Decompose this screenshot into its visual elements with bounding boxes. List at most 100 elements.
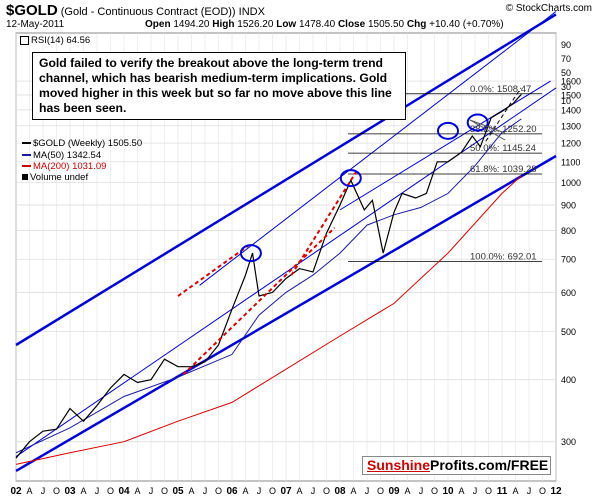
low-value: 1478.40 bbox=[299, 19, 336, 30]
x-tick-label: J bbox=[257, 486, 262, 496]
x-tick-label: J bbox=[311, 486, 316, 496]
legend-volume-swatch bbox=[22, 174, 28, 181]
highlight-circle bbox=[466, 113, 489, 132]
x-tick-label: J bbox=[419, 486, 424, 496]
y-tick-label: 500 bbox=[561, 327, 576, 337]
low-label: Low bbox=[276, 19, 297, 30]
x-tick-label: O bbox=[377, 486, 384, 496]
x-tick-label: O bbox=[323, 486, 330, 496]
price-line bbox=[15, 93, 522, 459]
high-label: High bbox=[212, 19, 235, 30]
highlight-circles bbox=[239, 113, 489, 263]
rsi-swatch bbox=[20, 35, 29, 45]
annotation-box: Gold failed to verify the breakout above… bbox=[32, 52, 406, 120]
fib-label: 38.2%: 1252.20 bbox=[470, 124, 537, 135]
symbol-description: (Gold - Continuous Contract (EOD)) INDX bbox=[60, 6, 265, 18]
y-tick-label: 1000 bbox=[561, 178, 581, 188]
legend-ma200: MA(200) 1031.09 bbox=[22, 161, 106, 172]
annotation-pointer-2 bbox=[469, 119, 506, 134]
y-tick-label: 1600 bbox=[561, 77, 581, 87]
x-tick-label: A bbox=[512, 486, 518, 496]
x-tick-label: J bbox=[473, 486, 478, 496]
rsi-label-text: RSI(14) 64.56 bbox=[31, 35, 91, 46]
y-tick-label: 1400 bbox=[561, 105, 581, 115]
y-tick-label: 1500 bbox=[561, 90, 581, 100]
x-tick-label: A bbox=[296, 486, 302, 496]
x-tick-label: O bbox=[161, 486, 168, 496]
channel-line bbox=[339, 80, 551, 211]
legend-volume: Volume undef bbox=[22, 172, 88, 183]
legend-ma200-swatch bbox=[22, 165, 31, 168]
dashed-trendline bbox=[290, 171, 358, 276]
y-tick-label: 1200 bbox=[561, 139, 581, 149]
legend-gold: $GOLD (Weekly) 1505.50 bbox=[22, 138, 142, 149]
copyright-label: © StockCharts.com bbox=[505, 3, 592, 14]
x-tick-label: J bbox=[203, 486, 208, 496]
fib-label: 50.0%: 1145.24 bbox=[470, 143, 536, 154]
chg-value: +10.40 (+0.70%) bbox=[429, 19, 504, 30]
x-tick-label: A bbox=[80, 486, 86, 496]
x-tick-label: 06 bbox=[226, 486, 238, 497]
rsi-tick-label: 10 bbox=[561, 96, 571, 106]
y-axis-ticks: 1600 1500 1400 1300 1200 1100 1000 900 800 700 600… bbox=[561, 77, 581, 448]
x-tick-label: O bbox=[53, 486, 60, 496]
x-tick-label: 03 bbox=[64, 486, 76, 497]
x-tick-label: O bbox=[539, 486, 546, 496]
x-tick-label: 08 bbox=[334, 486, 346, 497]
x-tick-label: 10 bbox=[442, 486, 454, 497]
x-tick-label: J bbox=[527, 486, 532, 496]
close-label: Close bbox=[337, 19, 366, 30]
x-tick-label: A bbox=[458, 486, 464, 496]
highlight-circle bbox=[339, 169, 362, 188]
channel-line bbox=[15, 87, 557, 457]
watermark-part1: Sunshine bbox=[367, 457, 431, 473]
dashed-trendline bbox=[182, 227, 336, 376]
x-tick-label: J bbox=[41, 486, 46, 496]
fibonacci-levels: 0.0%: 1508.47 38.2%: 1252.20 50.0%: 1145.2… bbox=[348, 84, 542, 263]
rsi-axis-ticks: 90 70 50 30 10 bbox=[561, 40, 571, 106]
x-tick-label: A bbox=[404, 486, 410, 496]
channel-line bbox=[199, 11, 557, 286]
ohlc-readout: Open 1494.20 High 1526.20 Low 1478.40 Cl… bbox=[145, 19, 504, 30]
open-value: 1494.20 bbox=[173, 19, 210, 30]
x-tick-label: A bbox=[134, 486, 140, 496]
price-series bbox=[15, 93, 522, 459]
dashed-trendline bbox=[177, 244, 249, 297]
open-label: Open bbox=[145, 19, 171, 30]
legend-gold-swatch bbox=[22, 142, 31, 145]
rsi-label: RSI(14) 64.56 bbox=[20, 35, 90, 46]
x-tick-label: 09 bbox=[388, 486, 400, 497]
y-tick-label: 1300 bbox=[561, 121, 581, 131]
channel-line bbox=[15, 154, 557, 472]
channel-line bbox=[15, 13, 557, 347]
close-value: 1505.50 bbox=[367, 19, 405, 30]
x-tick-label: 04 bbox=[118, 486, 130, 497]
y-tick-label: 700 bbox=[561, 255, 576, 265]
ma50-line bbox=[15, 118, 522, 454]
fib-label: 100.0%: 692.01 bbox=[470, 252, 537, 263]
x-tick-label: A bbox=[242, 486, 248, 496]
x-tick-label: A bbox=[188, 486, 194, 496]
x-tick-label: O bbox=[431, 486, 438, 496]
x-tick-label: 07 bbox=[280, 486, 292, 497]
x-tick-label: J bbox=[365, 486, 370, 496]
ma200-line bbox=[15, 175, 522, 465]
symbol: $GOLD bbox=[6, 2, 58, 19]
x-tick-label: A bbox=[26, 486, 32, 496]
x-tick-label: 11 bbox=[497, 486, 508, 497]
moving-averages bbox=[15, 118, 522, 465]
x-tick-label: O bbox=[107, 486, 114, 496]
sunshine-profits-link[interactable]: SunshineProfits.com/FREE bbox=[362, 456, 551, 475]
highlight-circle bbox=[437, 121, 459, 140]
fib-label: 61.8%: 1039.28 bbox=[470, 164, 537, 175]
chart-title: $GOLD (Gold - Continuous Contract (EOD))… bbox=[6, 2, 265, 19]
x-tick-label: J bbox=[149, 486, 154, 496]
fib-label: 0.0%: 1508.47 bbox=[470, 84, 531, 95]
x-tick-label: 05 bbox=[172, 486, 184, 497]
annotation-pointer bbox=[469, 119, 506, 141]
x-tick-label: O bbox=[215, 486, 222, 496]
legend-ma50-swatch bbox=[22, 154, 31, 157]
y-tick-label: 900 bbox=[561, 201, 576, 211]
x-tick-label: 02 bbox=[10, 486, 22, 497]
high-value: 1526.20 bbox=[237, 19, 274, 30]
